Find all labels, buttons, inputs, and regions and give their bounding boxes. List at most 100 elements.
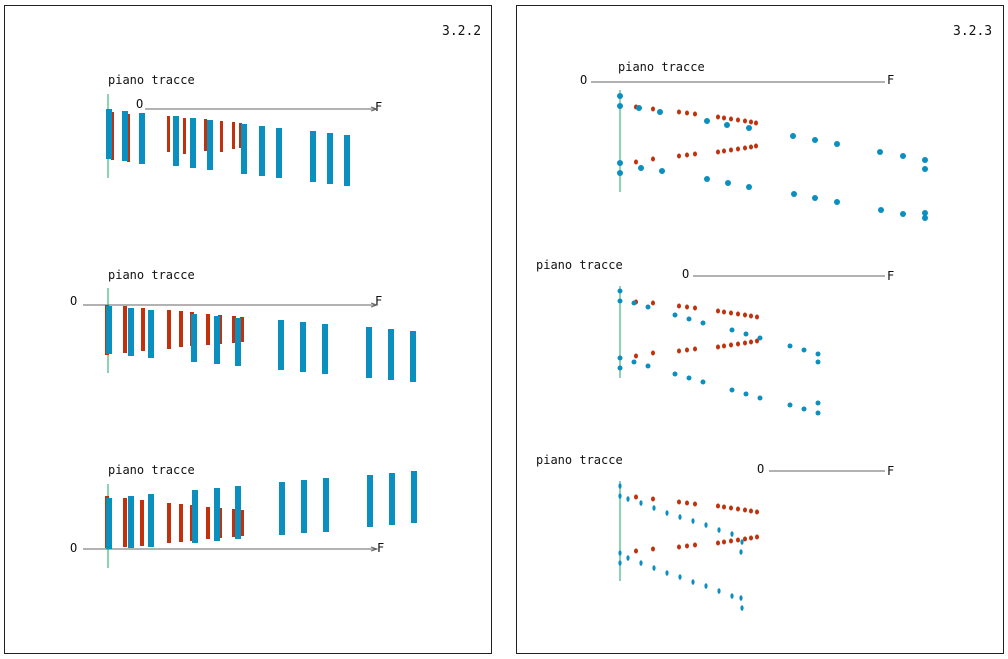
point: [685, 110, 689, 116]
point: [743, 340, 747, 346]
point: [812, 195, 818, 201]
point: [740, 539, 744, 545]
point: [722, 309, 726, 315]
point: [815, 359, 821, 365]
bar: [411, 471, 417, 523]
point: [717, 527, 721, 533]
point: [740, 605, 744, 611]
bar: [167, 503, 171, 543]
point: [693, 151, 697, 157]
point: [700, 320, 706, 326]
point: [749, 119, 753, 125]
point: [743, 536, 747, 542]
point: [729, 538, 733, 544]
point: [815, 410, 821, 416]
point: [685, 543, 689, 549]
point: [657, 109, 663, 115]
axis-end-label: F: [375, 100, 382, 114]
point: [617, 288, 623, 294]
bar: [140, 500, 144, 546]
point: [754, 120, 758, 126]
point: [700, 379, 706, 385]
bar: [122, 111, 128, 161]
point: [730, 593, 734, 599]
point: [739, 549, 743, 555]
bar: [139, 113, 145, 164]
point: [645, 363, 651, 369]
point: [651, 496, 655, 502]
bar: [207, 120, 213, 170]
point: [634, 494, 638, 500]
point: [878, 207, 884, 213]
point: [617, 355, 623, 361]
bar: [128, 308, 134, 356]
point: [729, 342, 733, 348]
axis-group: [591, 81, 885, 192]
axis-origin-label: O: [70, 541, 77, 555]
panel-left-drawing: 3.2.2 piano tracce O F piano tracce O F …: [70, 24, 481, 568]
bar: [204, 119, 207, 151]
bars-group: [105, 471, 417, 549]
point: [678, 574, 682, 580]
bar: [220, 121, 223, 152]
point: [686, 316, 692, 322]
point: [722, 115, 726, 121]
point: [617, 93, 623, 99]
axis-group: [619, 470, 885, 581]
bar: [327, 133, 333, 184]
bar: [276, 128, 282, 178]
bar: [367, 475, 373, 527]
point: [729, 310, 733, 316]
point: [659, 168, 665, 174]
point: [730, 531, 734, 537]
axis-end-label: F: [887, 73, 894, 87]
subplot-label: piano tracce: [108, 463, 195, 477]
bar: [388, 329, 394, 380]
point: [791, 191, 797, 197]
bar: [235, 486, 241, 539]
subplot-label: piano tracce: [108, 268, 195, 282]
point: [722, 343, 726, 349]
point: [736, 341, 740, 347]
point: [678, 514, 682, 520]
bar: [206, 507, 210, 539]
bar: [123, 306, 127, 353]
bar: [366, 327, 372, 378]
point: [685, 347, 689, 353]
point: [651, 106, 655, 112]
bar: [167, 116, 170, 152]
point: [652, 565, 656, 571]
bar: [232, 509, 236, 537]
point: [677, 544, 681, 550]
point: [729, 387, 735, 393]
bar: [323, 478, 329, 532]
point: [743, 331, 749, 337]
point: [693, 501, 697, 507]
point: [922, 166, 928, 172]
bars-group: [106, 109, 350, 186]
point: [922, 157, 928, 163]
bar: [239, 123, 242, 148]
point: [755, 509, 759, 515]
point: [736, 146, 740, 152]
point: [639, 500, 643, 506]
point: [693, 542, 697, 548]
point: [725, 180, 731, 186]
bar: [310, 131, 316, 182]
point: [834, 199, 840, 205]
dots-group: [617, 288, 821, 416]
bars-group: [105, 305, 416, 382]
point: [685, 500, 689, 506]
bar: [191, 314, 197, 362]
point: [672, 312, 678, 318]
point: [638, 165, 644, 171]
point: [651, 156, 655, 162]
point: [722, 539, 726, 545]
point: [749, 508, 753, 514]
point: [787, 343, 793, 349]
point: [716, 308, 720, 314]
point: [724, 122, 730, 128]
axis-end-label: F: [377, 541, 384, 555]
point: [704, 176, 710, 182]
bar: [301, 480, 307, 533]
